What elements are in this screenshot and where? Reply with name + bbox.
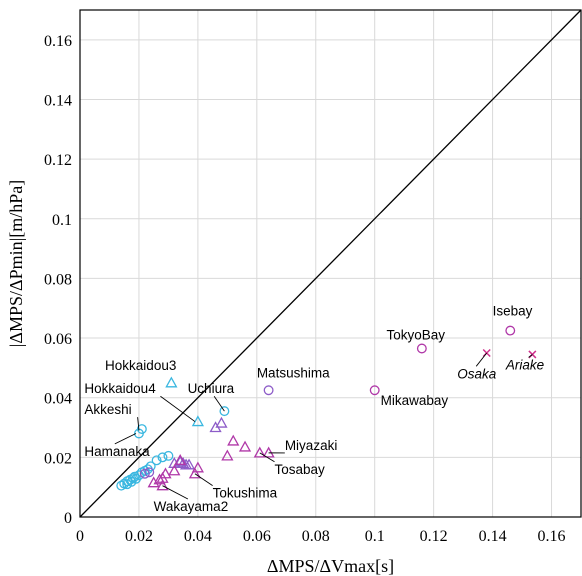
- annotation-label: Hokkaidou4: [84, 381, 156, 396]
- x-tick-label: 0.02: [125, 528, 153, 545]
- x-tick-label: 0.06: [243, 528, 271, 545]
- data-point-circle: [122, 479, 133, 490]
- data-point-triangle: [227, 434, 240, 446]
- x-tick-label: 0: [76, 528, 84, 545]
- data-point-triangle: [238, 440, 252, 452]
- data-point-circle: [151, 455, 162, 466]
- y-tick-label: 0.02: [44, 450, 72, 467]
- x-tick-label: 0.14: [479, 528, 507, 545]
- data-point-circle: [369, 385, 380, 396]
- x-tick-label: 0.08: [302, 528, 330, 545]
- data-point-triangle: [191, 415, 204, 427]
- plot-frame: [79, 9, 582, 518]
- annotation-label: Ariake: [505, 357, 544, 372]
- annotation-label: Isebay: [493, 304, 533, 319]
- data-point-triangle: [188, 467, 202, 479]
- annotation-label: Hokkaidou3: [105, 358, 176, 373]
- annotation-leader: [194, 473, 213, 486]
- data-point-triangle: [159, 467, 172, 479]
- x-axis-label: ΔMPS/ΔVmax[s]: [267, 556, 394, 576]
- reference-line-y-equals-x: [79, 9, 582, 518]
- annotation-leader: [162, 485, 189, 500]
- annotation-leader: [475, 352, 488, 367]
- data-point-triangle: [156, 479, 169, 491]
- data-point-circle: [163, 450, 174, 461]
- annotation-leader: [137, 417, 140, 431]
- data-points: [116, 325, 537, 491]
- y-tick-label: 0.1: [52, 212, 72, 229]
- data-point-circle: [129, 471, 140, 482]
- grid: [80, 10, 581, 517]
- annotation-leader: [259, 452, 275, 463]
- annotation-label: Mikawabay: [381, 393, 449, 408]
- x-tick-labels: 0 0.02 0.04 0.06 0.08 0.1 0.12 0.14 0.16: [76, 528, 566, 545]
- data-point-triangle: [177, 456, 190, 468]
- data-point-circle: [145, 461, 156, 472]
- annotation-label: Wakayama2: [154, 499, 229, 514]
- annotation-label: Tokushima: [213, 486, 278, 501]
- y-axis-label: |ΔMPS/ΔPmin|[m/hPa]: [6, 180, 26, 347]
- annotation-leader: [160, 395, 196, 422]
- annotations: Isebay TokyoBay Osaka Ariake Mikawabay Matsus…: [84, 304, 544, 514]
- y-tick-label: 0.08: [44, 271, 72, 288]
- data-point-triangle: [262, 446, 275, 458]
- data-point-triangle: [153, 473, 166, 485]
- x-tick-label: 0.04: [184, 528, 212, 545]
- annotation-label: Uchiura: [188, 381, 235, 396]
- data-point-circle: [263, 385, 274, 396]
- annotation-label: Akkeshi: [84, 402, 131, 417]
- y-tick-labels: 0 0.02 0.04 0.06 0.08 0.1 0.12 0.14 0.16: [44, 33, 72, 527]
- y-tick-label: 0.12: [44, 152, 72, 169]
- y-tick-label: 0.14: [44, 92, 72, 109]
- data-point-circle: [116, 480, 127, 491]
- y-tick-label: 0.16: [44, 33, 72, 50]
- annotation-leaders: [114, 352, 533, 500]
- data-point-circle: [157, 452, 168, 463]
- data-point-triangle: [191, 461, 204, 473]
- data-point-triangle: [147, 476, 160, 488]
- data-point-triangle: [221, 449, 234, 461]
- annotation-label: Osaka: [457, 366, 497, 381]
- annotation-label: TokyoBay: [386, 328, 445, 343]
- y-tick-label: 0.04: [44, 391, 72, 408]
- y-tick-label: 0.06: [44, 331, 72, 348]
- annotation-leader: [213, 395, 225, 412]
- data-point-triangle: [182, 458, 196, 470]
- data-point-triangle: [168, 464, 181, 476]
- data-point-circle: [416, 343, 427, 354]
- data-point-triangle: [215, 416, 228, 428]
- data-point-circle: [139, 468, 150, 479]
- x-tick-label: 0.1: [365, 528, 385, 545]
- annotation-label: Matsushima: [257, 365, 330, 380]
- x-tick-label: 0.16: [538, 528, 566, 545]
- x-tick-label: 0.12: [420, 528, 448, 545]
- data-point-triangle: [174, 453, 187, 465]
- y-tick-label: 0: [64, 510, 72, 527]
- data-point-circle: [505, 325, 516, 336]
- annotation-label: Miyazaki: [285, 438, 338, 453]
- annotation-leader: [114, 433, 137, 445]
- data-point-triangle: [253, 446, 266, 458]
- data-point-circle: [144, 467, 155, 478]
- annotation-label: Tosabay: [275, 462, 326, 477]
- data-point-circle: [219, 406, 230, 417]
- annotation-leader: [528, 354, 533, 358]
- annotation-label: Hamanaka: [84, 444, 150, 459]
- data-point-triangle: [165, 376, 178, 388]
- data-point-triangle: [174, 455, 187, 467]
- data-point-circle: [136, 424, 147, 434]
